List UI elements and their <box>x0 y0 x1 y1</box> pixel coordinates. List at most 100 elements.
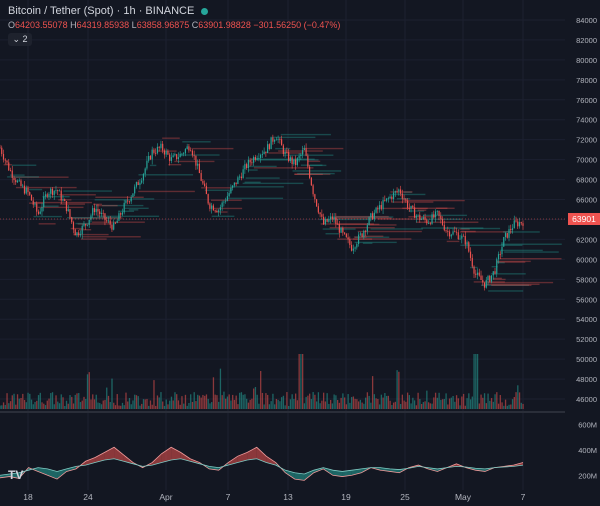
candle-body <box>204 183 206 187</box>
indicator-tick-label: 400M <box>578 446 597 455</box>
volume-bar <box>457 398 459 409</box>
volume-bar <box>16 394 19 409</box>
volume-profile-segment <box>278 150 323 152</box>
volume-bar <box>319 403 321 409</box>
candle-body <box>95 208 97 213</box>
volume-bar <box>412 397 414 409</box>
chart-header[interactable]: Bitcoin / Tether (Spot) · 1h · BINANCE <box>8 5 209 17</box>
candle-body <box>459 238 461 240</box>
volume-profile-segment <box>436 207 448 209</box>
volume-bar <box>520 402 522 409</box>
volume-bar <box>184 394 187 409</box>
volume-bar <box>237 404 239 409</box>
candle-body <box>156 146 159 154</box>
open-label: O <box>8 20 16 30</box>
candle-body <box>158 146 160 148</box>
candle-body <box>2 153 5 160</box>
candle-body <box>225 200 227 202</box>
candle-body <box>489 275 491 282</box>
volume-profile-segment <box>253 167 314 169</box>
candle-body <box>424 217 426 220</box>
volume-profile-segment <box>182 141 211 143</box>
candle-body <box>102 212 104 214</box>
indicator-fill <box>57 468 67 480</box>
ohlc-readout: O64203.55078 H64319.85938 L63858.96875 C… <box>8 20 340 30</box>
volume-profile-segment <box>488 290 524 292</box>
volume-bar <box>25 402 27 409</box>
candle-body <box>254 157 256 160</box>
candle-body <box>426 219 428 224</box>
volume-bar <box>193 392 195 409</box>
candle-body <box>46 194 48 197</box>
candle-body <box>148 156 150 161</box>
price-tick-label: 48000 <box>576 375 597 384</box>
volume-bar <box>350 396 353 409</box>
volume-bar <box>443 399 445 409</box>
candle-body <box>281 139 283 146</box>
volume-bar <box>517 385 519 409</box>
candle-body <box>34 203 36 205</box>
candle-body <box>64 199 66 202</box>
candle-body <box>471 257 473 267</box>
candle-body <box>322 216 325 225</box>
candle-body <box>240 176 242 179</box>
candle-body <box>123 202 125 213</box>
volume-bar <box>151 404 153 409</box>
indicator-fill <box>38 467 48 476</box>
volume-bar <box>200 397 202 409</box>
candle-body <box>162 143 164 151</box>
candle-body <box>169 154 171 161</box>
candle-body <box>230 187 232 194</box>
candle-body <box>6 160 8 163</box>
indicator-axis[interactable]: 600M 400M 200M <box>578 420 597 480</box>
volume-bar <box>368 395 370 409</box>
candle-body <box>174 154 176 156</box>
volume-bar <box>431 403 433 409</box>
time-axis[interactable]: 18 24 Apr 7 13 19 25 May 7 <box>23 492 525 502</box>
time-tick-label: 7 <box>226 492 231 502</box>
candle-body <box>247 159 249 168</box>
candle-body <box>107 220 110 222</box>
candle-body <box>354 247 356 249</box>
volume-bar <box>396 370 398 409</box>
volume-bar <box>204 395 206 409</box>
candle-body <box>30 194 33 201</box>
volume-bar <box>497 403 500 409</box>
candle-body <box>475 273 477 275</box>
indicator-fill <box>342 470 352 477</box>
volume-bar <box>378 404 381 409</box>
volume-profile-segment <box>403 191 412 193</box>
volume-bar <box>494 394 496 409</box>
candle-body <box>284 151 286 154</box>
volume-profile-segment <box>357 230 422 233</box>
sep-2: · <box>138 5 146 17</box>
candle-body <box>405 199 407 201</box>
candle-body <box>518 222 521 227</box>
volume-profile-segment <box>191 147 234 150</box>
interval-label[interactable]: 1h <box>123 5 136 17</box>
change-value: −301.56250 (−0.47%) <box>253 20 341 30</box>
candle-body <box>504 233 507 238</box>
indicator-fill <box>9 472 20 479</box>
volume-bar <box>219 368 222 409</box>
volume-bar <box>382 397 384 409</box>
candle-body <box>499 254 501 255</box>
candle-body <box>305 148 307 156</box>
candle-body <box>27 187 29 193</box>
indicators-toggle-button[interactable]: ⌄ 2 <box>8 33 32 46</box>
tradingview-logo[interactable]: TV <box>8 468 24 482</box>
candle-body <box>120 213 122 215</box>
candle-body <box>476 272 479 275</box>
price-axis[interactable]: 84000 82000 80000 78000 76000 74000 72000 70000… <box>567 0 600 412</box>
candle-body <box>520 222 522 224</box>
symbol-title[interactable]: Bitcoin / Tether (Spot) <box>8 5 114 17</box>
candle-body <box>342 227 344 233</box>
candle-body <box>466 242 468 245</box>
volume-bar <box>232 394 234 409</box>
candle-body <box>485 280 487 288</box>
candle-body <box>167 151 169 155</box>
candle-body <box>298 155 300 159</box>
volume-profile-segment <box>43 205 59 207</box>
volume-bar <box>79 402 82 409</box>
